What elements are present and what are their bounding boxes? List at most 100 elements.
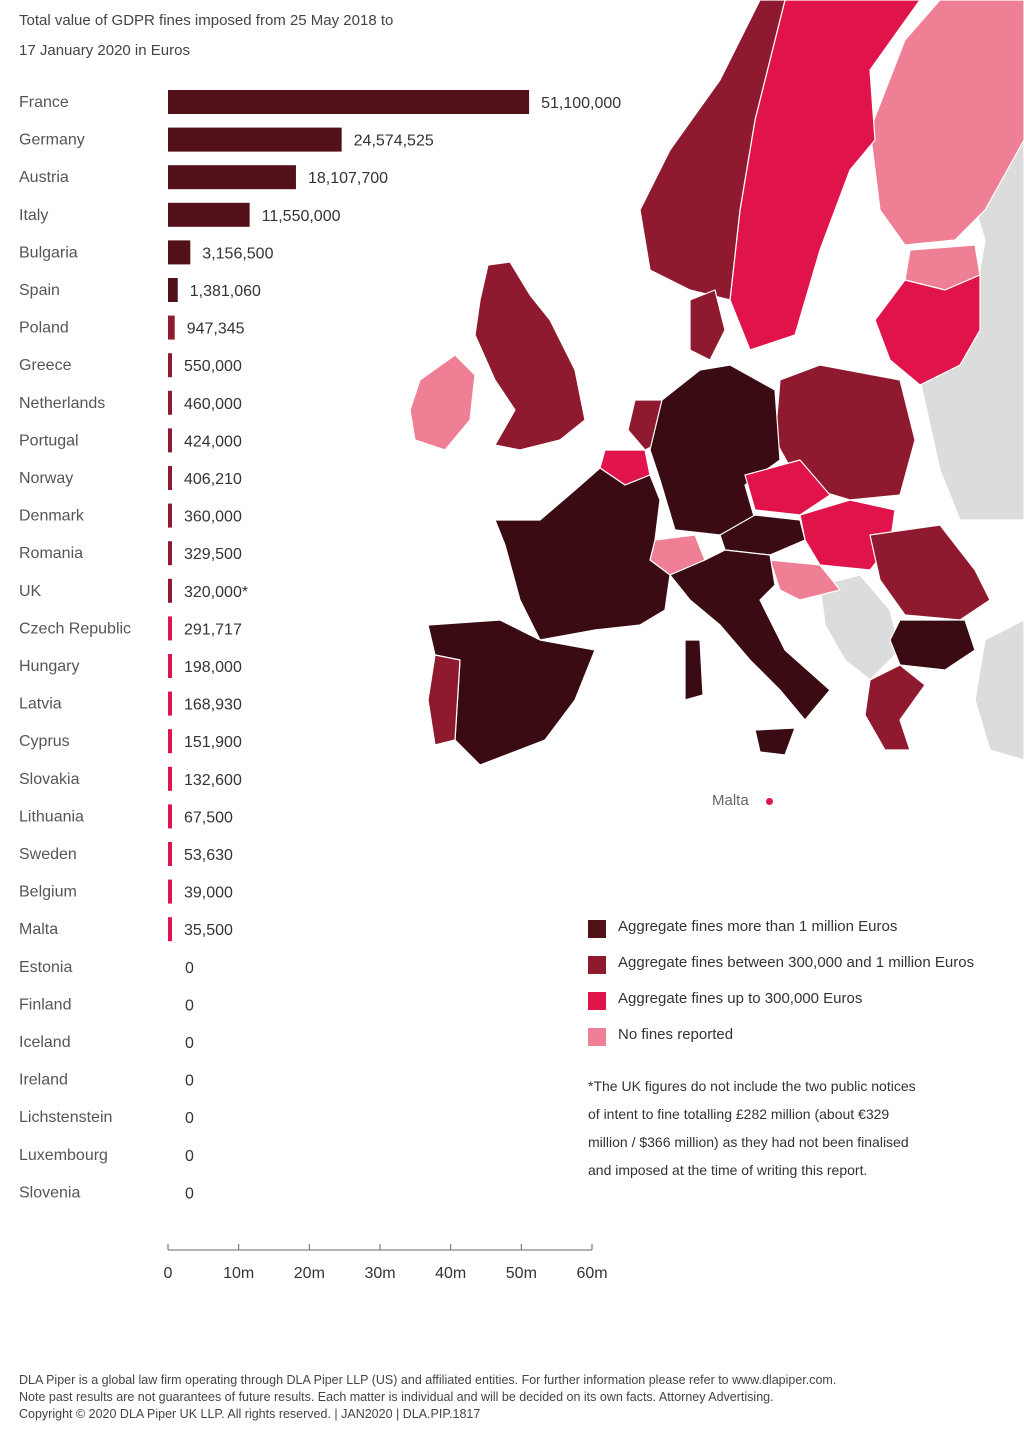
value-label: 360,000 (184, 509, 242, 526)
value-label: 550,000 (184, 358, 242, 375)
category-label: Romania (19, 545, 83, 562)
value-label: 132,600 (184, 772, 242, 789)
category-label: Germany (19, 132, 85, 149)
x-tick-label: 50m (506, 1265, 537, 1282)
map-region-france (494, 467, 671, 641)
bar (168, 654, 172, 678)
category-label: Malta (19, 921, 58, 938)
value-label: 0 (185, 1148, 194, 1165)
value-label: 3,156,500 (202, 245, 273, 262)
legend-label: Aggregate fines up to 300,000 Euros (618, 990, 863, 1007)
map-region-turkey (974, 619, 1024, 761)
bar (168, 90, 530, 114)
map-region-ireland (409, 354, 476, 451)
map-region-sardinia (684, 639, 704, 701)
bar (168, 466, 172, 490)
bar (168, 428, 172, 453)
bar (168, 842, 172, 866)
value-label: 1,381,060 (190, 283, 261, 300)
malta-dot (766, 798, 773, 805)
map-region-germany (649, 364, 781, 536)
malta-label: Malta (712, 792, 749, 809)
category-label: Estonia (19, 959, 72, 976)
map-region-sicily (754, 727, 796, 756)
category-label: Slovakia (19, 771, 80, 788)
value-label: 35,500 (184, 922, 233, 939)
bar (168, 353, 172, 378)
legend-swatch (588, 920, 606, 938)
bar (168, 240, 191, 265)
category-label: Lichstenstein (19, 1109, 112, 1126)
x-tick-label: 0 (164, 1265, 173, 1282)
category-label: Hungary (19, 658, 79, 675)
bar (168, 804, 172, 829)
footer-line: DLA Piper is a global law firm operating… (19, 1373, 837, 1387)
legend-label: Aggregate fines more than 1 million Euro… (618, 918, 898, 935)
legend-swatch (588, 992, 606, 1010)
map-region-baltics (874, 274, 981, 386)
category-label: Czech Republic (19, 620, 131, 637)
footer-line: Copyright © 2020 DLA Piper UK LLP. All r… (19, 1407, 481, 1421)
category-label: Italy (19, 207, 48, 224)
uk-footnote: *The UK figures do not include the two p… (588, 1078, 916, 1178)
value-label: 0 (185, 1185, 194, 1202)
bar (168, 202, 250, 227)
legend: Aggregate fines more than 1 million Euro… (588, 916, 1018, 1060)
value-label: 0 (185, 960, 194, 977)
value-label: 329,500 (184, 546, 242, 563)
map-region-croatia (769, 559, 841, 601)
legend-swatch (588, 1028, 606, 1046)
x-tick-label: 60m (576, 1265, 607, 1282)
legend-item-300k-1m: Aggregate fines between 300,000 and 1 mi… (588, 952, 1018, 988)
value-label: 424,000 (184, 433, 242, 450)
value-label: 24,574,525 (354, 133, 434, 150)
legend-swatch (588, 956, 606, 974)
footer: DLA Piper is a global law firm operating… (19, 1372, 1009, 1423)
category-label: Sweden (19, 846, 77, 863)
bar (168, 315, 175, 340)
value-label: 0 (185, 1073, 194, 1090)
category-label: UK (19, 583, 42, 600)
legend-item-up-to-300k: Aggregate fines up to 300,000 Euros (588, 988, 1018, 1024)
bar (168, 578, 172, 603)
value-label: 406,210 (184, 471, 242, 488)
map-region-norway (639, 0, 786, 301)
x-tick-label: 30m (364, 1265, 395, 1282)
category-label: Poland (19, 320, 69, 337)
category-label: Iceland (19, 1034, 71, 1051)
chart-title-line2: 17 January 2020 in Euros (19, 42, 190, 59)
value-label: 0 (185, 1035, 194, 1052)
map-region-portugal (427, 654, 461, 746)
chart-title-line1: Total value of GDPR fines imposed from 2… (19, 12, 394, 29)
category-label: Lithuania (19, 808, 84, 825)
bar (168, 879, 172, 904)
footer-line: Note past results are not guarantees of … (19, 1390, 774, 1404)
category-label: France (19, 94, 69, 111)
europe-map (409, 0, 1024, 766)
value-label: 151,900 (184, 734, 242, 751)
map-region-czech (744, 459, 831, 516)
bar (168, 503, 172, 528)
map-region-romania (869, 524, 991, 621)
category-label: Finland (19, 996, 71, 1013)
map-region-finland (869, 0, 1024, 246)
bar (168, 278, 178, 302)
value-label: 168,930 (184, 697, 242, 714)
legend-item-more-than-1m: Aggregate fines more than 1 million Euro… (588, 916, 1018, 952)
map-region-bulgaria (889, 619, 976, 671)
category-label: Austria (19, 169, 69, 186)
category-label: Portugal (19, 432, 79, 449)
bar (168, 917, 172, 942)
x-tick-label: 20m (294, 1265, 325, 1282)
map-region-greece (864, 664, 926, 751)
bar-chart: France 51,100,000 Germany 24,574,525 Austria… (19, 90, 621, 1282)
legend-label: No fines reported (618, 1026, 734, 1043)
legend-label: Aggregate fines between 300,000 and 1 mi… (618, 954, 975, 971)
value-label: 53,630 (184, 847, 233, 864)
value-label: 0 (185, 997, 194, 1014)
value-label: 460,000 (184, 396, 242, 413)
category-label: Ireland (19, 1072, 68, 1089)
x-tick-label: 40m (435, 1265, 466, 1282)
bar (168, 165, 296, 190)
value-label: 18,107,700 (308, 170, 388, 187)
